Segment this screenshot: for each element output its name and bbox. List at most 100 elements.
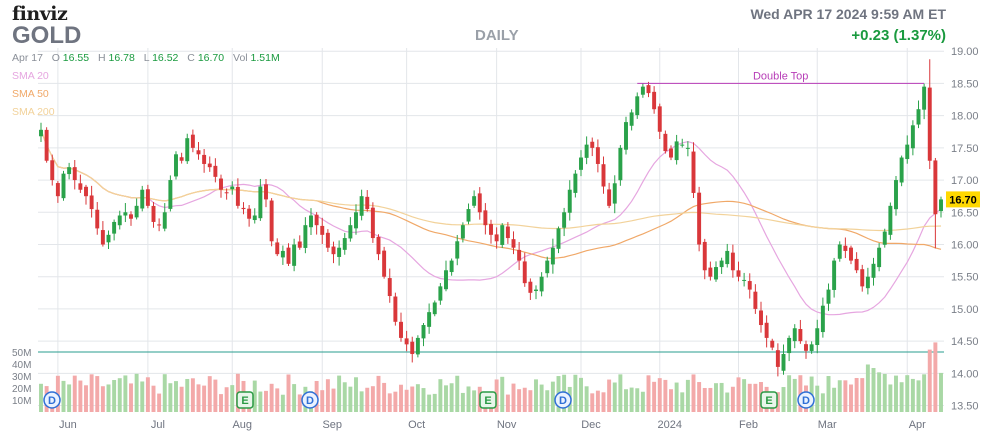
candle-body — [798, 328, 803, 342]
x-tick-label: Mar — [818, 419, 837, 431]
candle-body — [427, 312, 432, 327]
volume-bar — [702, 387, 707, 412]
volume-bar — [871, 368, 876, 412]
candle-body — [117, 215, 122, 226]
candle-body — [415, 337, 420, 355]
volume-bar — [72, 375, 77, 412]
candle-body — [202, 154, 207, 164]
y-tick-label: 15.50 — [951, 272, 979, 284]
candle-body — [331, 246, 336, 255]
dividend-marker — [797, 391, 815, 409]
volume-bar — [697, 382, 702, 412]
volume-bar — [854, 378, 859, 412]
volume-bar — [680, 392, 685, 412]
volume-bar — [579, 377, 583, 412]
candle-body — [303, 225, 308, 248]
x-tick-label: Nov — [497, 419, 517, 431]
volume-bar — [815, 385, 820, 412]
volume-bar — [590, 393, 595, 412]
volume-bar — [185, 378, 190, 412]
y-tick-label: 19.00 — [951, 46, 979, 58]
volume-bar — [534, 379, 538, 412]
volume-bar — [888, 384, 893, 412]
volume-bar — [646, 375, 651, 412]
candle-body — [849, 247, 853, 261]
candle-body — [567, 189, 572, 213]
candle-body — [207, 163, 212, 168]
candle-body — [534, 289, 538, 291]
volume-bar — [134, 373, 139, 412]
candle-body — [213, 165, 218, 177]
volume-bar — [550, 381, 555, 412]
volume-bar — [140, 381, 145, 412]
candle-body — [809, 344, 814, 351]
candle-body — [78, 183, 83, 190]
volume-bar — [466, 386, 471, 412]
volume-bar — [427, 394, 432, 412]
candle-body — [539, 276, 544, 292]
candle-body — [44, 129, 49, 161]
candle-body — [663, 133, 668, 152]
volume-bar — [640, 391, 645, 412]
volume-bar — [337, 375, 342, 412]
candle-body — [393, 296, 398, 322]
candle-body — [280, 250, 285, 258]
finviz-logo[interactable]: finviz — [12, 3, 68, 25]
candle-body — [927, 87, 932, 161]
candle-body — [652, 91, 657, 110]
volume-bar — [747, 383, 752, 412]
candle-body — [359, 196, 364, 216]
volume-bar — [742, 379, 747, 412]
volume-bar — [500, 376, 505, 412]
volume-bar — [292, 384, 297, 412]
candle-body — [67, 167, 72, 175]
volume-bar — [618, 374, 623, 412]
volume-bar — [269, 383, 274, 412]
candle-body — [854, 258, 859, 271]
candle-body — [460, 225, 465, 239]
volume-bar — [708, 387, 713, 412]
candle-body — [89, 195, 94, 210]
candle-body — [123, 212, 128, 216]
volume-bar — [382, 382, 387, 412]
candle-body — [286, 247, 291, 264]
volume-bar — [860, 378, 865, 412]
volume-bar — [607, 379, 612, 412]
volume-bar — [117, 378, 122, 412]
volume-bar — [922, 374, 927, 412]
x-tick-label: Jul — [151, 419, 165, 431]
y-tick-label: 13.50 — [951, 401, 979, 413]
chart-period: DAILY — [475, 27, 519, 44]
volume-bar — [725, 392, 730, 412]
volume-bar — [775, 392, 780, 412]
candle-body — [579, 157, 583, 170]
y-tick-label: 14.50 — [951, 336, 979, 348]
volume-bar — [865, 364, 870, 412]
candle-body — [933, 160, 938, 215]
sma-20-line — [40, 129, 942, 316]
candle-body — [787, 337, 792, 354]
volume-bar — [213, 379, 218, 412]
x-tick-label: Apr — [909, 419, 926, 431]
candle-body — [511, 239, 516, 248]
candle-body — [612, 183, 617, 204]
candle-body — [444, 270, 448, 290]
volume-value: 1.51M — [250, 52, 280, 64]
last-price-tag — [946, 191, 980, 208]
event-marker-letter: E — [765, 395, 772, 407]
volume-bar — [905, 375, 910, 412]
volume-bar — [511, 383, 516, 412]
candle-body — [685, 147, 690, 149]
volume-bar — [320, 390, 325, 412]
volume-bar — [455, 375, 460, 412]
volume-bar — [438, 379, 443, 412]
volume-bar — [899, 382, 904, 412]
volume-bar — [404, 389, 409, 412]
volume-bar — [910, 378, 915, 412]
volume-bar — [894, 375, 898, 412]
candle-body — [399, 321, 403, 338]
x-tick-label: Sep — [322, 419, 342, 431]
candle-body — [624, 122, 628, 150]
candle-body — [528, 281, 533, 293]
candle-body — [646, 85, 651, 94]
